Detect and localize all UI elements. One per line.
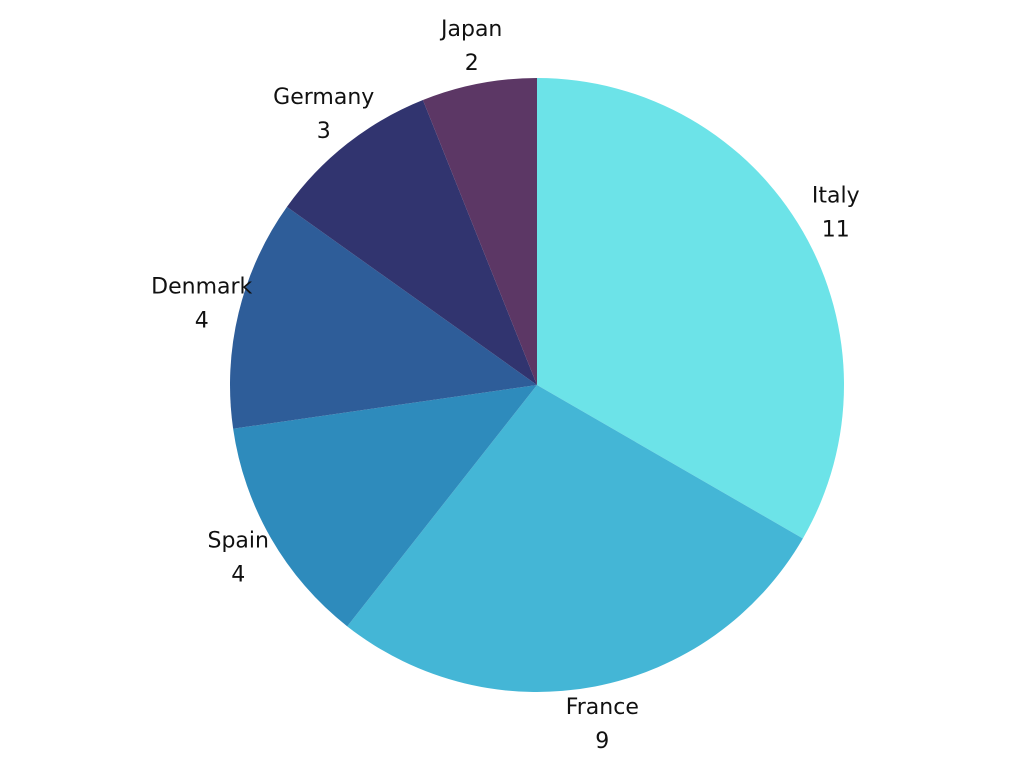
pie-slice <box>422 78 537 385</box>
slice-value: 4 <box>231 563 245 588</box>
slice-label: Spain <box>207 529 268 554</box>
slice-label: Germany <box>273 85 374 110</box>
pie-slice <box>229 206 537 429</box>
slice-label: Italy <box>812 184 860 209</box>
slice-value: 2 <box>465 51 479 76</box>
slice-value: 9 <box>595 729 609 754</box>
slice-value: 11 <box>822 218 850 243</box>
slice-value: 3 <box>317 119 331 144</box>
pie-slice <box>537 78 844 539</box>
slice-label: Denmark <box>151 275 252 300</box>
pie-slice <box>233 385 537 627</box>
pie-slice <box>286 99 537 386</box>
slice-value: 4 <box>195 309 209 334</box>
slice-label: Japan <box>439 17 502 42</box>
pie-slice <box>347 385 803 692</box>
slice-label: France <box>566 695 639 720</box>
